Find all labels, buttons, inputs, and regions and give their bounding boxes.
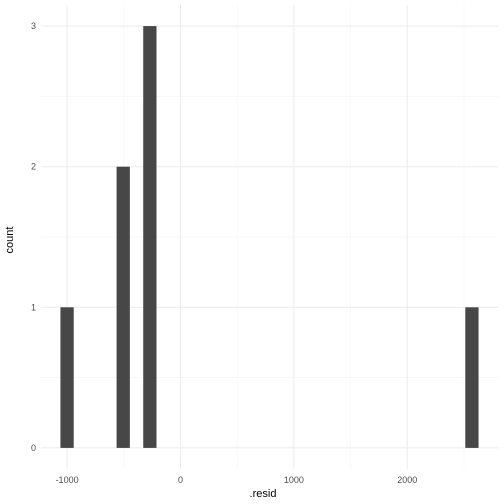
histogram-bar (465, 307, 479, 448)
y-axis-ticks: 0 1 2 3 (31, 21, 36, 453)
x-tick-label: 2000 (397, 475, 417, 485)
histogram-bar (116, 166, 130, 448)
y-tick-label: 2 (31, 162, 36, 172)
x-tick-label: -1000 (56, 475, 79, 485)
bars (60, 26, 479, 448)
y-axis-title: count (4, 227, 16, 254)
histogram-bar (143, 26, 157, 448)
y-tick-label: 1 (31, 302, 36, 312)
x-tick-label: 0 (178, 475, 183, 485)
x-axis-title: .resid (250, 488, 277, 500)
grid (41, 5, 498, 469)
x-axis-ticks: -1000 0 1000 2000 (56, 475, 418, 485)
y-tick-label: 0 (31, 443, 36, 453)
x-tick-label: 1000 (284, 475, 304, 485)
y-tick-label: 3 (31, 21, 36, 31)
histogram-bar (60, 307, 74, 448)
